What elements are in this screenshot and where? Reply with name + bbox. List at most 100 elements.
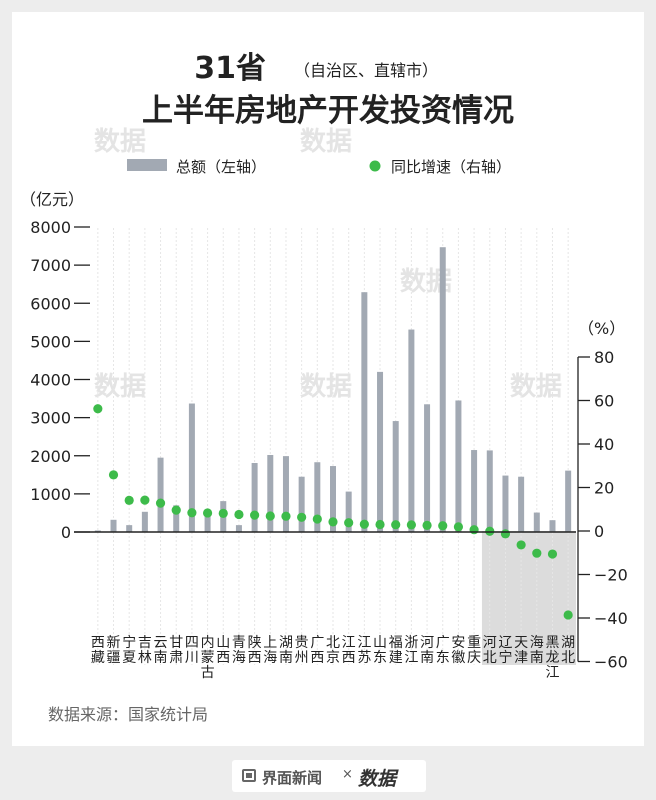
left-axis-tick-label: 1000 — [30, 485, 71, 504]
category-label-char: 津 — [514, 650, 528, 666]
dot-黑龙江 — [547, 549, 558, 559]
legend-bar-swatch — [127, 159, 167, 171]
left-axis-tick-label: 2000 — [30, 447, 71, 466]
dot-四川 — [187, 508, 197, 518]
bar-山东 — [377, 371, 384, 532]
category-label-char: 徽 — [451, 650, 465, 666]
category-label-char: 东 — [373, 650, 387, 666]
category-label-重庆: 重庆 — [467, 635, 481, 666]
dot-山西 — [218, 508, 228, 518]
right-axis-unit: （%） — [578, 319, 625, 338]
bar-黑龙江 — [549, 520, 556, 532]
category-label-char: 辽 — [498, 635, 512, 651]
dot-辽宁 — [500, 529, 511, 539]
right-axis-tick-label: 80 — [594, 348, 614, 367]
category-label-上海: 上海 — [263, 635, 277, 666]
legend-dot-label: 同比增速（右轴） — [391, 158, 511, 176]
category-label-char: 广 — [436, 635, 450, 651]
right-axis-tick-label: 40 — [594, 435, 614, 454]
negative-growth-shade — [481, 531, 576, 665]
dot-广东 — [438, 521, 448, 531]
publisher-logo-icon — [242, 769, 256, 782]
bar-上海 — [267, 454, 274, 532]
category-label-河南: 河南 — [420, 635, 434, 666]
dot-湖南 — [281, 511, 291, 521]
category-label-char: 内 — [201, 635, 215, 651]
category-label-宁夏: 宁夏 — [122, 634, 136, 666]
dot-江西 — [344, 518, 354, 528]
bar-甘肃 — [173, 505, 180, 532]
category-label-北京: 北京 — [326, 635, 340, 666]
watermark: 数据 — [94, 372, 146, 402]
dot-天津 — [516, 540, 526, 550]
bar-湖北 — [565, 470, 572, 532]
category-label-char: 河 — [483, 635, 497, 651]
category-label-湖南: 湖南 — [279, 635, 293, 666]
category-label-char: 蒙 — [201, 650, 215, 666]
category-label-辽宁: 辽宁 — [498, 635, 512, 666]
category-label-char: 上 — [263, 635, 277, 651]
category-label-浙江: 浙江 — [404, 635, 418, 666]
category-label-新疆: 新疆 — [107, 635, 121, 666]
category-label-山西: 山西 — [216, 635, 230, 666]
dot-甘肃 — [171, 505, 181, 515]
bar-北京 — [330, 466, 336, 532]
dot-西藏 — [93, 404, 103, 414]
bar-贵州 — [298, 476, 305, 532]
right-axis-tick-label: 0 — [594, 522, 604, 541]
category-label-char: 江 — [342, 635, 356, 651]
dot-海南 — [532, 548, 542, 558]
category-label-char: 天 — [514, 635, 528, 651]
dot-福建 — [391, 520, 401, 530]
bar-西藏 — [94, 530, 101, 532]
category-label-char: 林 — [138, 650, 152, 666]
category-label-char: 州 — [295, 650, 309, 666]
bar-青海 — [235, 525, 242, 532]
category-label-char: 山 — [373, 635, 387, 651]
category-label-char: 宁 — [498, 649, 512, 666]
right-axis-tick-label: 60 — [594, 392, 614, 411]
category-label-char: 青 — [232, 635, 246, 651]
bar-内蒙古 — [204, 511, 211, 532]
category-label-陕西: 陕西 — [248, 635, 262, 666]
category-label-吉林: 吉林 — [138, 635, 152, 666]
dot-湖北 — [563, 610, 573, 620]
category-label-char: 建 — [389, 650, 403, 666]
dot-吉林 — [140, 495, 150, 505]
category-label-char: 浙 — [404, 635, 418, 651]
legend-dot-swatch — [369, 160, 381, 172]
dot-上海 — [265, 511, 275, 521]
footer-publisher: 界面新闻 — [262, 769, 323, 787]
right-axis-tick-label: 20 — [594, 479, 614, 498]
dot-陕西 — [250, 510, 260, 520]
watermark: 数据 — [300, 372, 352, 402]
category-label-char: 海 — [530, 635, 544, 651]
dot-河北 — [485, 526, 495, 536]
dot-新疆 — [108, 470, 119, 480]
category-label-char: 苏 — [357, 650, 371, 666]
dot-内蒙古 — [202, 508, 213, 518]
category-label-char: 西 — [310, 650, 324, 666]
category-label-char: 西 — [248, 650, 262, 666]
category-label-char: 南 — [154, 650, 168, 666]
category-label-char: 山 — [216, 635, 230, 651]
category-label-char: 北 — [483, 650, 497, 666]
category-label-青海: 青海 — [232, 635, 246, 666]
category-label-char: 安 — [451, 635, 465, 651]
category-label-char: 西 — [216, 650, 230, 666]
category-label-西藏: 西藏 — [91, 635, 105, 666]
category-label-char: 古 — [201, 665, 215, 681]
category-label-山东: 山东 — [373, 635, 387, 666]
category-label-云南: 云南 — [154, 635, 168, 666]
category-label-char: 海 — [232, 650, 246, 666]
dot-山东 — [375, 519, 385, 530]
category-label-江苏: 江苏 — [357, 635, 371, 666]
category-label-char: 西 — [91, 635, 105, 651]
category-label-海南: 海南 — [530, 635, 544, 666]
category-label-安徽: 安徽 — [451, 635, 465, 666]
bar-河北 — [486, 450, 493, 532]
category-label-char: 肃 — [169, 650, 183, 666]
right-axis-tick-label: −20 — [594, 566, 628, 585]
category-label-贵州: 贵州 — [295, 635, 309, 666]
